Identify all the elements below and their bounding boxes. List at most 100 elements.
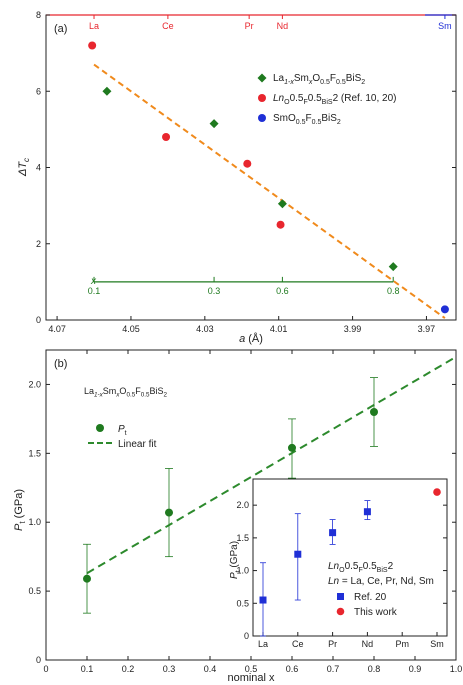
panel-a-legend: La1-xSmxO0.5F0.5BiS2 LnO0.5F0.5BiS2 (Ref.… xyxy=(257,73,397,126)
x-tick-label: 0 xyxy=(43,664,48,674)
x-tick-label: 0.9 xyxy=(409,664,422,674)
data-point xyxy=(83,574,91,583)
panel-b-x-axis-label: nominal x xyxy=(227,672,275,684)
inset-legend: Ref. 20 This work xyxy=(336,592,398,618)
y-tick-label: 2.0 xyxy=(236,500,249,510)
circle-point xyxy=(88,41,97,50)
panel-a-x-scale-bar: 0.1 0.3 0.6 0.8 x xyxy=(88,276,400,296)
circle-point xyxy=(433,488,441,496)
data-point xyxy=(165,508,173,517)
panel-a-x-axis: 4.07 4.05 4.03 4.01 3.99 3.97 xyxy=(48,316,435,334)
inset-title-line1: LnO0.5F0.5BiS2 xyxy=(328,561,394,574)
legend-marker xyxy=(258,114,266,122)
legend-marker-point xyxy=(96,424,104,432)
x-tick-label: Nd xyxy=(362,639,374,649)
x-tick-label: Pm xyxy=(395,639,409,649)
square-point xyxy=(363,508,371,516)
panel-a-frame xyxy=(45,14,457,321)
x-tick-label: Ce xyxy=(292,639,304,649)
panel-a-y-axis-label: ΔTc xyxy=(17,158,31,177)
square-point xyxy=(259,596,267,604)
legend-label-ref: Ref. 20 xyxy=(354,592,387,603)
x-tick-label: 0.5 xyxy=(245,664,258,674)
top-axis-label: Ce xyxy=(162,21,174,31)
x-scale-tick-label: 0.6 xyxy=(276,286,289,296)
y-tick-label: 4 xyxy=(36,163,41,173)
x-tick-label: Sm xyxy=(430,639,444,649)
panel-a: (a) 4.07 4.05 4.03 4.01 3.99 3.97 0 2 4 6 8 La Ce P… xyxy=(17,10,457,345)
panel-b-y-axis-label: Pt (GPa) xyxy=(13,489,27,531)
circle-point xyxy=(162,133,171,141)
fit-line xyxy=(86,356,457,575)
inset-y-axis-label: Pt (GPa) xyxy=(229,541,242,579)
y-tick-label: 0 xyxy=(36,655,41,665)
y-tick-label: 2 xyxy=(36,239,41,249)
panel-b-x-axis: 0 0.1 0.2 0.3 0.4 0.5 0.6 0.7 0.8 0.9 1.0 xyxy=(43,350,462,674)
top-axis-label: Sm xyxy=(438,21,452,31)
x-tick-label: 0.4 xyxy=(204,664,217,674)
circle-point xyxy=(243,159,252,168)
circle-point xyxy=(276,220,285,229)
y-tick-label: 1.5 xyxy=(236,533,249,543)
legend-label: LnO0.5F0.5BiS2 (Ref. 10, 20) xyxy=(273,93,397,106)
panel-a-label: (a) xyxy=(54,23,67,35)
legend-marker-this xyxy=(336,607,345,616)
top-axis-label: Nd xyxy=(277,21,289,31)
legend-label-this: This work xyxy=(354,607,398,618)
x-tick-label: 3.97 xyxy=(418,324,436,334)
x-tick-label: 3.99 xyxy=(344,324,362,334)
x-tick-label: 4.03 xyxy=(196,324,214,334)
panel-b-compound-label: La1-xSmxO0.5F0.5BiS2 xyxy=(84,386,167,399)
data-point xyxy=(370,408,378,416)
x-tick-label: 0.2 xyxy=(122,664,135,674)
y-tick-label: 6 xyxy=(36,86,41,96)
x-tick-label: 4.05 xyxy=(122,324,140,334)
circle-point xyxy=(440,305,449,314)
panel-b: (b) 0 0.1 0.2 0.3 0.4 0.5 0.6 0.7 0.8 0.9 1.0 0 0.5… xyxy=(13,349,462,684)
panel-a-top-axis: La Ce Pr Nd Sm xyxy=(89,15,452,31)
x-tick-label: 1.0 xyxy=(450,664,463,674)
square-point xyxy=(294,550,302,558)
square-point xyxy=(329,529,337,537)
panel-b-label: (b) xyxy=(54,358,67,370)
x-tick-label: 4.01 xyxy=(270,324,288,334)
inset-chart: La Ce Pr Nd Pm Sm 0 0.5 1.0 1.5 2.0 Pt (GPa) LnO0… xyxy=(229,478,448,649)
legend-label: La1-xSmxO0.5F0.5BiS2 xyxy=(273,73,365,86)
y-tick-label: 0 xyxy=(36,315,41,325)
panel-b-fit-line xyxy=(86,356,457,575)
legend-marker xyxy=(258,94,266,102)
y-tick-label: 1.0 xyxy=(236,566,249,576)
x-scale-tick-label: 0.3 xyxy=(208,286,221,296)
panel-b-data-points xyxy=(83,377,378,614)
panel-a-x-axis-label: a (Å) xyxy=(239,332,263,345)
data-point xyxy=(288,443,296,452)
legend-label: SmO0.5F0.5BiS2 xyxy=(273,113,341,126)
diamond-point xyxy=(388,262,398,272)
legend-marker-ref xyxy=(337,593,344,600)
legend-label-fit: Linear fit xyxy=(118,439,157,450)
y-tick-label: 0.5 xyxy=(236,598,249,608)
y-tick-label: 0 xyxy=(244,631,249,641)
panel-a-fit-line xyxy=(93,63,446,319)
panel-a-data-points xyxy=(88,41,449,314)
y-tick-label: 8 xyxy=(36,10,41,20)
x-tick-label: 0.1 xyxy=(81,664,94,674)
top-axis-label: La xyxy=(89,21,99,31)
x-scale-tick-label: 0.1 xyxy=(88,286,101,296)
x-tick-label: 0.8 xyxy=(368,664,381,674)
y-tick-label: 1.5 xyxy=(28,448,41,458)
panel-b-y-axis: 0 0.5 1.0 1.5 2.0 xyxy=(28,379,456,665)
diamond-point xyxy=(277,199,287,209)
legend-marker xyxy=(257,73,267,83)
inset-title-line2: Ln = La, Ce, Pr, Nd, Sm xyxy=(328,576,434,587)
x-tick-label: La xyxy=(258,639,268,649)
x-scale-label: x xyxy=(90,276,97,287)
x-tick-label: 0.3 xyxy=(163,664,176,674)
diamond-point xyxy=(102,86,112,96)
fit-line xyxy=(93,63,446,319)
x-scale-tick-label: 0.8 xyxy=(387,286,400,296)
y-tick-label: 1.0 xyxy=(28,517,41,527)
x-tick-label: 0.7 xyxy=(327,664,340,674)
diamond-point xyxy=(209,119,219,129)
